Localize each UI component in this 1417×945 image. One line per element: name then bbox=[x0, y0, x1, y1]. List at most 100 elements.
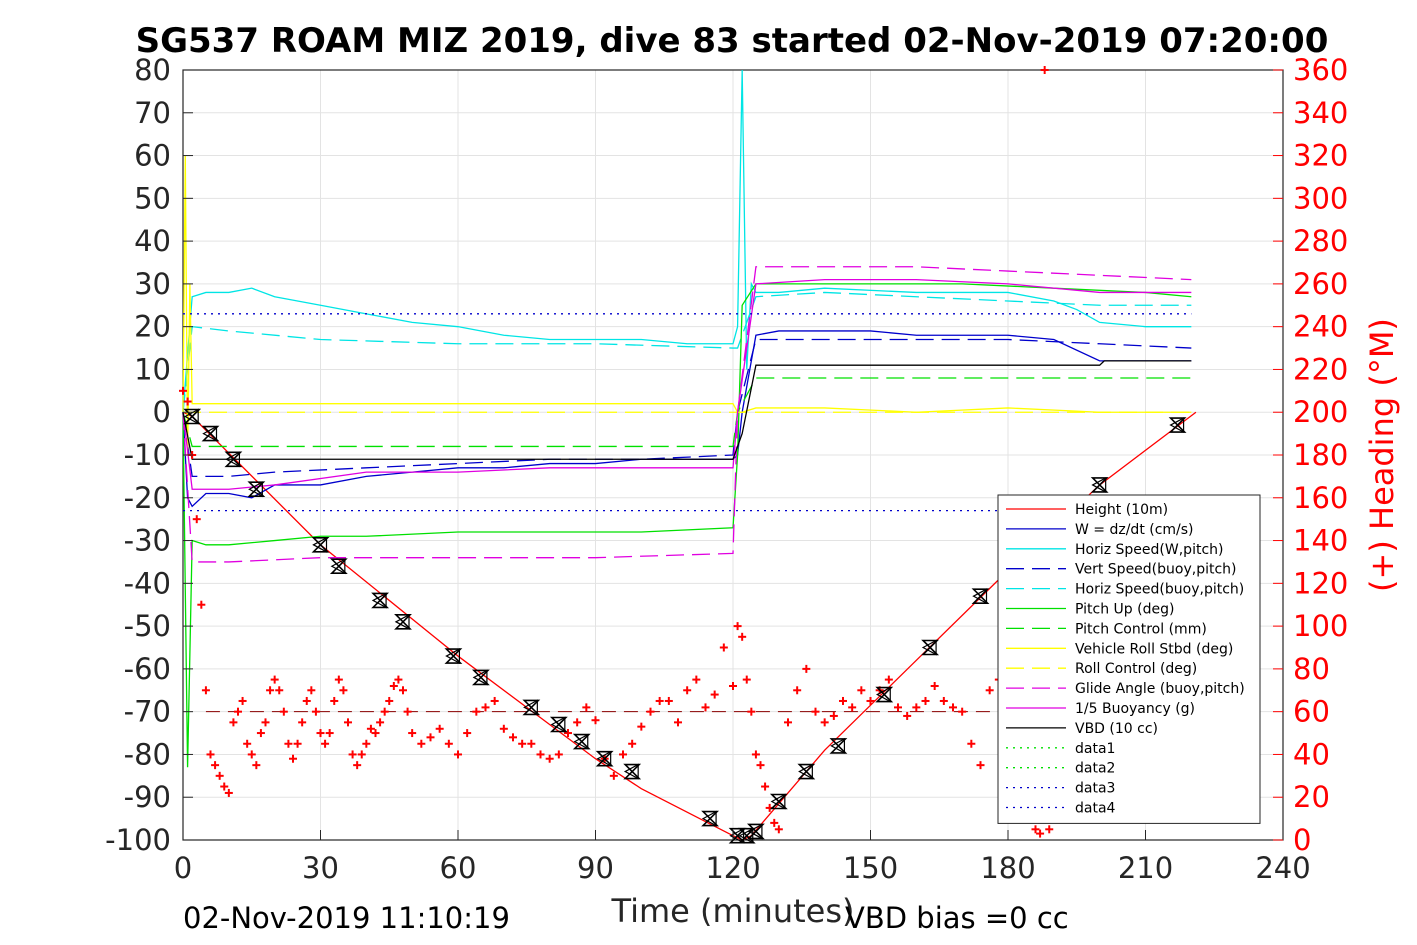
y-ticks-left: 80 70 60 50 40 30 20 10 0 -10 -20 -30 -40 -50 -60 -70 -8… bbox=[105, 53, 193, 857]
legend-entry: Vehicle Roll Stbd (deg) bbox=[1075, 641, 1233, 657]
heading-point bbox=[380, 707, 389, 716]
heading-point bbox=[330, 696, 339, 705]
y-tick-label-right: 300 bbox=[1293, 181, 1348, 215]
heading-point bbox=[321, 739, 330, 748]
heading-point bbox=[591, 716, 600, 725]
y-ticks-right: 3603403203002802602402202001801601401201… bbox=[1273, 53, 1348, 857]
heading-point bbox=[266, 686, 275, 695]
legend: Height (10m) W = dz/dt (cm/s) Horiz Speed(… bbox=[997, 494, 1261, 824]
legend-entry: Horiz Speed(buoy,pitch) bbox=[1075, 582, 1244, 598]
heading-point bbox=[839, 696, 847, 705]
heading-point bbox=[912, 703, 921, 712]
legend-entry: Pitch Up (deg) bbox=[1075, 602, 1174, 618]
sample-marker bbox=[444, 648, 463, 665]
series-layer bbox=[182, 69, 1197, 841]
x-tick-label: 120 bbox=[705, 851, 760, 885]
heading-point bbox=[802, 664, 811, 673]
heading-point bbox=[256, 729, 265, 738]
y-tick-label-left: -50 bbox=[124, 609, 171, 643]
heading-point bbox=[509, 733, 517, 742]
heading-point bbox=[389, 682, 398, 690]
sample-marker bbox=[797, 763, 816, 780]
legend-entry: data2 bbox=[1075, 761, 1115, 777]
y-tick-label-left: 60 bbox=[134, 139, 171, 173]
series-line-1 bbox=[182, 411, 1197, 841]
heading-point bbox=[183, 397, 192, 406]
y-tick-label-left: 10 bbox=[134, 352, 171, 386]
heading-point bbox=[545, 754, 554, 763]
heading-point bbox=[674, 718, 682, 727]
x-tick-label: 90 bbox=[577, 851, 614, 885]
heading-point bbox=[261, 718, 270, 727]
heading-point bbox=[376, 718, 385, 727]
heading-point bbox=[353, 761, 362, 770]
x-tick-label: 30 bbox=[302, 851, 339, 885]
sample-marker bbox=[875, 686, 894, 703]
heading-point bbox=[307, 686, 316, 695]
series-line-8 bbox=[182, 155, 1192, 456]
heading-point bbox=[357, 750, 366, 759]
y-tick-label-left: 0 bbox=[153, 395, 171, 429]
heading-point bbox=[1031, 825, 1040, 834]
series-line-10 bbox=[182, 266, 1192, 563]
heading-point bbox=[426, 733, 435, 742]
heading-point bbox=[252, 761, 261, 770]
series-line-11 bbox=[182, 278, 1192, 490]
heading-point bbox=[609, 771, 618, 780]
y-tick-label-right: 360 bbox=[1293, 53, 1348, 87]
heading-layer bbox=[179, 66, 1132, 838]
heading-point bbox=[784, 718, 792, 727]
marker-layer bbox=[183, 408, 1187, 844]
y-tick-label-right: 240 bbox=[1293, 310, 1348, 344]
footer-vbd-bias: VBD bias =0 cc bbox=[845, 901, 1069, 935]
heading-point bbox=[284, 739, 293, 748]
sample-marker bbox=[522, 699, 541, 716]
heading-point bbox=[527, 739, 536, 748]
heading-point bbox=[399, 686, 407, 695]
heading-point bbox=[1040, 66, 1049, 74]
y-tick-label-left: -30 bbox=[124, 524, 171, 558]
heading-point bbox=[921, 696, 930, 705]
sample-marker bbox=[247, 481, 266, 498]
legend-entry: data1 bbox=[1075, 741, 1115, 757]
heading-point bbox=[756, 761, 765, 770]
legend-entry: data3 bbox=[1075, 781, 1115, 797]
heading-point bbox=[293, 739, 302, 748]
sample-marker bbox=[769, 793, 788, 810]
heading-point bbox=[408, 729, 417, 738]
heading-point bbox=[646, 707, 655, 716]
legend-box bbox=[997, 494, 1261, 824]
x-tick-label: 180 bbox=[980, 851, 1035, 885]
heading-point bbox=[211, 761, 220, 770]
heading-point bbox=[949, 703, 957, 712]
sample-marker bbox=[224, 451, 243, 468]
heading-point bbox=[692, 675, 701, 684]
legend-entry: Vert Speed(buoy,pitch) bbox=[1075, 562, 1237, 578]
heading-point bbox=[279, 707, 288, 716]
sample-marker bbox=[595, 750, 614, 767]
heading-point bbox=[742, 675, 751, 684]
heading-point bbox=[518, 739, 527, 748]
x-tick-label: 0 bbox=[174, 851, 192, 885]
heading-point bbox=[770, 818, 779, 827]
heading-point bbox=[820, 718, 829, 727]
heading-point bbox=[866, 696, 875, 705]
heading-point bbox=[394, 675, 403, 684]
heading-point bbox=[710, 690, 719, 699]
y-tick-label-left: 40 bbox=[134, 224, 171, 258]
heading-point bbox=[536, 750, 545, 759]
sample-marker bbox=[829, 737, 848, 754]
sample-marker bbox=[1090, 476, 1109, 493]
heading-point bbox=[848, 703, 857, 712]
heading-point bbox=[197, 600, 206, 609]
y-tick-label-left: -80 bbox=[124, 737, 171, 771]
heading-point bbox=[289, 754, 297, 763]
sample-marker bbox=[746, 823, 765, 840]
heading-point bbox=[344, 718, 352, 727]
sample-marker bbox=[471, 669, 490, 686]
heading-point bbox=[582, 703, 591, 712]
y-tick-label-right: 140 bbox=[1293, 524, 1348, 558]
y-tick-label-right: 260 bbox=[1293, 267, 1348, 301]
y-tick-label-left: 50 bbox=[134, 181, 171, 215]
